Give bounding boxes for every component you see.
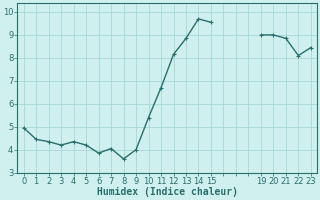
X-axis label: Humidex (Indice chaleur): Humidex (Indice chaleur) (97, 187, 238, 197)
